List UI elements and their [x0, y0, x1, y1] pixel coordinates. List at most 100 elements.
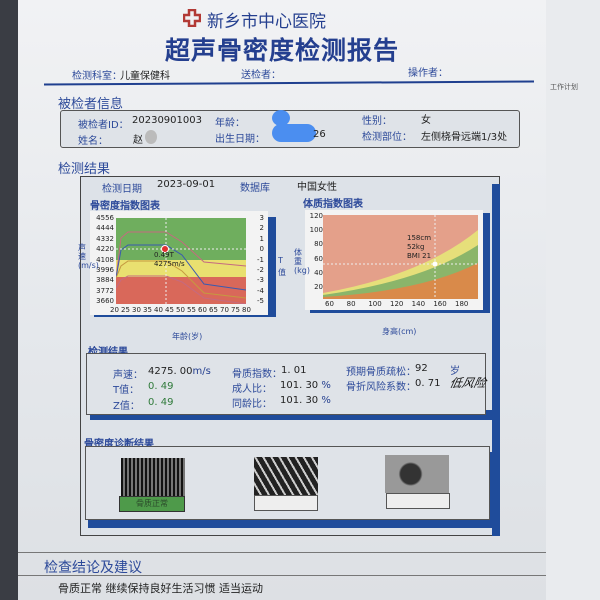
dept-label: 检测科室： [72, 71, 122, 82]
tick-label: 4332 [96, 234, 114, 243]
bmd-chart-title: 骨密度指数图表 [90, 201, 160, 212]
date-value: 2023-09-01 [157, 179, 216, 190]
low-band [116, 260, 246, 277]
tick-label: -1 [257, 255, 264, 264]
bmi-ylabel: 体重(kg) [294, 248, 310, 275]
name-redaction [145, 130, 157, 144]
tick-label: 70 [220, 306, 229, 314]
diagnosis-title: 骨密度诊断结果 [84, 439, 154, 450]
dob-redaction [272, 124, 316, 142]
tick-label: 55 [187, 306, 196, 314]
osteo-value: 92 [415, 363, 428, 374]
db-value: 中国女性 [297, 182, 337, 193]
z-value: 0. 49 [148, 397, 174, 408]
tick-label: 35 [143, 306, 152, 314]
bmi-xlabel: 身高(cm) [382, 327, 417, 336]
site-label: 检测部位： [362, 132, 412, 143]
tick-label: 40 [154, 306, 163, 314]
patient-section-title: 被检者信息 [58, 97, 124, 112]
id-value: 20230901003 [132, 115, 202, 126]
diagnosis-osteopenia-label [254, 495, 318, 511]
tick-label: 30 [132, 306, 141, 314]
dob-label: 出生日期： [215, 134, 265, 145]
bone-osteopenia-image [254, 457, 318, 495]
name-label: 姓名： [78, 136, 108, 147]
bone-normal-image [121, 458, 185, 496]
tick-label: 80 [346, 300, 356, 308]
peer-value: 101. 30 % [280, 395, 331, 406]
tick-label: 3660 [96, 297, 114, 305]
dept-value: 儿童保健科 [120, 71, 170, 82]
adult-label: 成人比： [232, 384, 272, 395]
bmd-chart: 0.49T 4275m/s 4556 4444 4332 4220 4108 3996 38… [90, 211, 268, 315]
t-label: T值： [113, 385, 140, 396]
tick-label: -3 [257, 276, 264, 285]
tick-label: 3884 [96, 276, 114, 285]
tick-label: 2 [259, 224, 264, 233]
annotation-height: 158cm [407, 234, 432, 242]
tick-label: 80 [242, 306, 251, 314]
tick-label: 4220 [96, 245, 114, 254]
tick-label: 20 [110, 306, 119, 314]
box-shadow [492, 184, 500, 536]
annotation-t: 0.49T [154, 251, 174, 259]
measures-box [86, 353, 486, 415]
tick-label: -5 [257, 297, 264, 305]
osteo-label: 预期骨质疏松： [346, 367, 416, 378]
hospital-name: 新乡市中心医院 [207, 12, 326, 32]
tick-label: 50 [176, 306, 185, 314]
id-label: 被检者ID： [78, 120, 129, 131]
tick-label: 3772 [96, 286, 114, 295]
conclusion-text: 骨质正常 继续保持良好生活习惯 适当运动 [58, 582, 263, 595]
diagnosis-shadow [88, 518, 498, 528]
tick-label: 100 [368, 300, 382, 308]
tick-label: 45 [165, 306, 174, 314]
measurement-point [161, 245, 169, 253]
adult-value: 101. 30 % [280, 380, 331, 391]
z-label: Z值： [113, 401, 140, 412]
report-title: 超声骨密度检测报告 [165, 36, 400, 65]
age-redaction [272, 110, 290, 126]
sender-label: 送检者： [241, 70, 281, 81]
site-value: 左侧桡骨远端1/3处 [421, 132, 508, 143]
under-area [323, 263, 478, 299]
annotation-speed: 4275m/s [154, 260, 185, 268]
tick-label: 120 [309, 212, 323, 220]
bmd-y2label: T值 [278, 256, 286, 277]
bmd-ylabel: 声速(m/s) [78, 243, 99, 270]
tick-label: 1 [259, 234, 264, 243]
tick-label: 60 [198, 306, 207, 314]
risk-label: 骨折风险系数： [346, 382, 416, 393]
tick-label: 75 [231, 306, 240, 314]
t-value: 0. 49 [148, 381, 174, 392]
tick-label: 3 [259, 214, 264, 222]
dob-value: 26 [313, 129, 326, 140]
side-text: 工作计划 [550, 83, 578, 91]
risk-value: 0. 71 [415, 378, 441, 389]
tick-label: 25 [121, 306, 130, 314]
tick-label: 3996 [96, 265, 114, 274]
db-label: 数据库 [240, 183, 270, 194]
name-value: 赵 [133, 135, 143, 146]
tick-label: 100 [309, 226, 323, 235]
tick-label: -4 [257, 286, 264, 295]
speed-label: 声速： [113, 370, 143, 381]
measures-shadow [90, 410, 492, 420]
tick-label: 160 [433, 300, 447, 308]
results-section-title: 检测结果 [58, 162, 111, 177]
bmi-chart-title: 体质指数图表 [303, 199, 363, 210]
bmi-chart: 158cm 52kg BMI 21 120 100 80 60 40 20 60 80 100… [305, 210, 483, 310]
sex-label: 性别： [362, 116, 392, 127]
curve-minus1 [116, 260, 246, 299]
annotation-bmi: BMI 21 [407, 252, 432, 260]
diagnosis-osteoporosis-label [386, 493, 450, 509]
conclusion-title: 检查结论及建议 [44, 560, 142, 576]
tick-label: 80 [314, 240, 323, 249]
osteo-band [116, 277, 246, 304]
tick-label: 40 [314, 268, 323, 277]
handwritten-note: 低风险 [448, 376, 488, 390]
tick-label: 140 [411, 300, 426, 308]
osteo-unit: 岁 [450, 366, 460, 377]
operator-label: 操作者： [408, 68, 448, 79]
tick-label: 4444 [96, 224, 114, 233]
